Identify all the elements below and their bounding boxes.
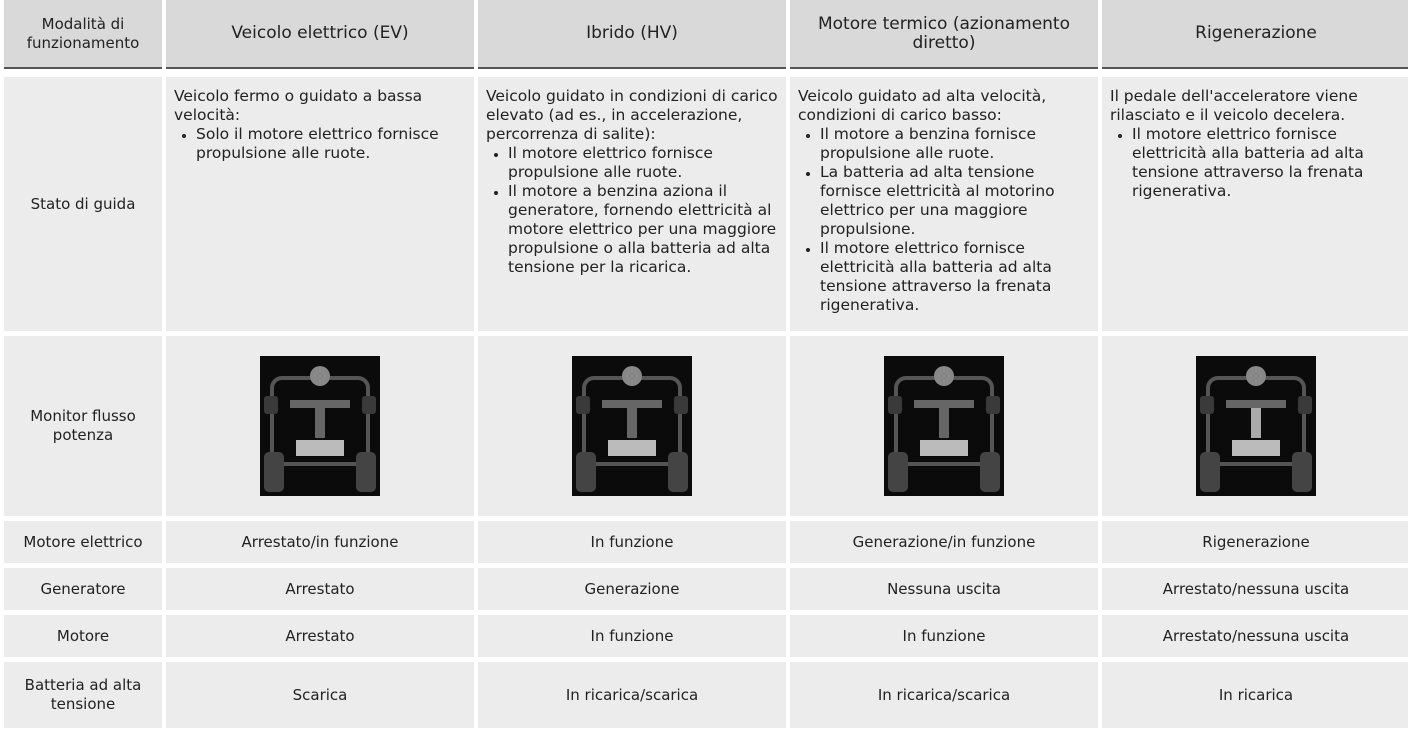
bullet-item: Il motore a benzina fornisce propulsione… [820, 125, 1090, 163]
bullet-item: La batteria ad alta tensione fornisce el… [820, 163, 1090, 239]
state-cell: Arrestato [166, 568, 474, 610]
image-cell [478, 336, 786, 516]
state-cell: Generazione [478, 568, 786, 610]
row-label: Motore elettrico [4, 521, 162, 563]
power-flow-image [1196, 356, 1316, 496]
power-flow-image [884, 356, 1004, 496]
bullet-list: Il motore elettrico fornisce propulsione… [486, 144, 778, 277]
state-cell: Arrestato/nessuna uscita [1102, 568, 1408, 610]
state-cell: Rigenerazione [1102, 521, 1408, 563]
state-cell: In ricarica [1102, 662, 1408, 728]
row-label: Batteria ad alta tensione [4, 662, 162, 728]
state-cell: Arrestato/nessuna uscita [1102, 615, 1408, 657]
header-cell: Veicolo elettrico (EV) [166, 0, 474, 69]
state-cell: In funzione [478, 521, 786, 563]
bullet-list: Il motore elettrico fornisce elettricità… [1110, 125, 1402, 201]
header-cell: Modalità di funzionamento [4, 0, 162, 69]
description-cell: Il pedale dell'acceleratore viene rilasc… [1102, 77, 1408, 331]
bullet-item: Il motore a benzina aziona il generatore… [508, 182, 778, 277]
header-cell: Motore termico (azionamento diretto) [790, 0, 1098, 69]
state-cell: Arrestato [166, 615, 474, 657]
state-cell: Generazione/in funzione [790, 521, 1098, 563]
bullet-item: Solo il motore elettrico fornisce propul… [196, 125, 466, 163]
state-cell: In funzione [790, 615, 1098, 657]
bullet-item: Il motore elettrico fornisce propulsione… [508, 144, 778, 182]
state-cell: Nessuna uscita [790, 568, 1098, 610]
bullet-item: Il motore elettrico fornisce elettricità… [1132, 125, 1402, 201]
state-cell: Scarica [166, 662, 474, 728]
intro-text: Il pedale dell'acceleratore viene rilasc… [1110, 87, 1358, 124]
row-label: Generatore [4, 568, 162, 610]
row-label: Monitor flusso potenza [4, 336, 162, 516]
power-flow-image [572, 356, 692, 496]
state-cell: In funzione [478, 615, 786, 657]
bullet-list: Il motore a benzina fornisce propulsione… [798, 125, 1090, 315]
image-cell [166, 336, 474, 516]
row-label: Stato di guida [4, 77, 162, 331]
description-cell: Veicolo guidato in condizioni di carico … [478, 77, 786, 331]
intro-text: Veicolo fermo o guidato a bassa velocità… [174, 87, 423, 124]
bullet-list: Solo il motore elettrico fornisce propul… [174, 125, 466, 163]
intro-text: Veicolo guidato in condizioni di carico … [486, 87, 778, 143]
image-cell [1102, 336, 1408, 516]
state-cell: In ricarica/scarica [790, 662, 1098, 728]
power-flow-image [260, 356, 380, 496]
bullet-item: Il motore elettrico fornisce elettricità… [820, 239, 1090, 315]
description-cell: Veicolo guidato ad alta velocità, condiz… [790, 77, 1098, 331]
header-cell: Ibrido (HV) [478, 0, 786, 69]
row-label: Motore [4, 615, 162, 657]
intro-text: Veicolo guidato ad alta velocità, condiz… [798, 87, 1047, 124]
image-cell [790, 336, 1098, 516]
state-cell: In ricarica/scarica [478, 662, 786, 728]
state-cell: Arrestato/in funzione [166, 521, 474, 563]
header-cell: Rigenerazione [1102, 0, 1408, 69]
table: Modalità di funzionamento Veicolo elettri… [0, 0, 1408, 728]
description-cell: Veicolo fermo o guidato a bassa velocità… [166, 77, 474, 331]
